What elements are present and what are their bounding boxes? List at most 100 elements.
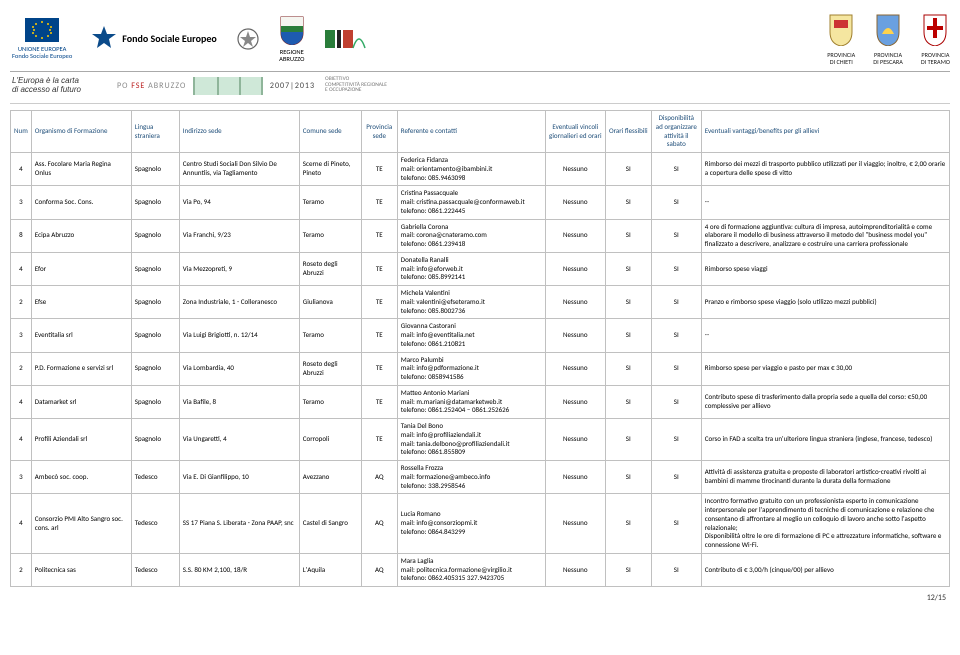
table-row: 2Politecnica sasTedescoS.S. 80 KM 2,100,… bbox=[11, 553, 950, 586]
cell-prov: TE bbox=[361, 286, 397, 319]
cell-flex: SI bbox=[605, 461, 651, 494]
cell-com: Roseto degli Abruzzi bbox=[299, 252, 361, 285]
cell-sab: SI bbox=[651, 186, 701, 219]
logo-pescara: PROVINCIA DI PESCARA bbox=[873, 12, 903, 65]
cell-prov: TE bbox=[361, 186, 397, 219]
cell-addr: Centro Studi Sociali Don Silvio De Annun… bbox=[179, 153, 299, 186]
col-lang: Lingua straniera bbox=[131, 111, 179, 153]
cell-ref: Tania Del Bono mail: info@profiliazienda… bbox=[397, 419, 545, 461]
cell-sab: SI bbox=[651, 461, 701, 494]
cell-vin: Nessuno bbox=[545, 419, 605, 461]
col-sab: Disponibilità ad organizzare attività il… bbox=[651, 111, 701, 153]
cell-ben: Corso in FAD a scelta tra un'ulteriore l… bbox=[701, 419, 949, 461]
cell-num: 8 bbox=[11, 219, 32, 252]
cell-flex: SI bbox=[605, 286, 651, 319]
cell-ref: Lucia Romano mail: info@consorziopmi.it … bbox=[397, 494, 545, 554]
cell-addr: Via Lombardia, 40 bbox=[179, 352, 299, 385]
cell-ref: Gabriella Corona mail: corona@cnateramo.… bbox=[397, 219, 545, 252]
cell-prov: TE bbox=[361, 319, 397, 352]
logo-teramo: PROVINCIA DI TERAMO bbox=[921, 12, 950, 65]
table-row: 2EfseSpagnoloZona Industriale, 1 - Colle… bbox=[11, 286, 950, 319]
cell-ben: 4 ore di formazione aggiuntiva: cultura … bbox=[701, 219, 949, 252]
cell-flex: SI bbox=[605, 385, 651, 418]
cell-vin: Nessuno bbox=[545, 319, 605, 352]
cell-ben: -- bbox=[701, 319, 949, 352]
cell-addr: Via Po, 94 bbox=[179, 186, 299, 219]
header-logos: UNIONE EUROPEA Fondo Sociale Europeo Fon… bbox=[10, 6, 950, 72]
cell-ref: Federica Fidanza mail: orientamento@ibam… bbox=[397, 153, 545, 186]
cell-sab: SI bbox=[651, 385, 701, 418]
cell-ben: Contributo spese di trasferimento dalla … bbox=[701, 385, 949, 418]
cell-flex: SI bbox=[605, 186, 651, 219]
cell-ref: Rossella Frozza mail: formazione@ambeco.… bbox=[397, 461, 545, 494]
page-number: 12/15 bbox=[10, 587, 950, 603]
sub-header: L'Europa è la carta di accesso al futuro… bbox=[10, 72, 950, 104]
cell-org: Ass. Focolare Maria Regina Onlus bbox=[31, 153, 131, 186]
cell-prov: AQ bbox=[361, 553, 397, 586]
cell-com: Scerne di Pineto, Pineto bbox=[299, 153, 361, 186]
cell-sab: SI bbox=[651, 419, 701, 461]
cell-addr: Zona Industriale, 1 - Colleranesco bbox=[179, 286, 299, 319]
cell-sab: SI bbox=[651, 319, 701, 352]
col-ref: Referente e contatti bbox=[397, 111, 545, 153]
table-row: 2P.D. Formazione e servizi srlSpagnoloVi… bbox=[11, 352, 950, 385]
cell-ben: -- bbox=[701, 186, 949, 219]
cell-prov: TE bbox=[361, 219, 397, 252]
cell-prov: TE bbox=[361, 352, 397, 385]
cell-num: 4 bbox=[11, 252, 32, 285]
cell-num: 2 bbox=[11, 286, 32, 319]
table-row: 8Ecipa AbruzzoSpagnoloVia Franchi, 9/23T… bbox=[11, 219, 950, 252]
cell-lang: Spagnolo bbox=[131, 419, 179, 461]
cell-addr: Via E. Di Gianfilippo, 10 bbox=[179, 461, 299, 494]
col-flex: Orari flessibili bbox=[605, 111, 651, 153]
cell-ben: Rimborso spese viaggi bbox=[701, 252, 949, 285]
col-vin: Eventuali vincoli giornalieri ed orari bbox=[545, 111, 605, 153]
pescara-crest-icon bbox=[874, 12, 902, 46]
cell-org: Efse bbox=[31, 286, 131, 319]
cell-flex: SI bbox=[605, 419, 651, 461]
cell-ref: Donatella Ranalli mail: info@eforweb.it … bbox=[397, 252, 545, 285]
col-com: Comune sede bbox=[299, 111, 361, 153]
cell-lang: Spagnolo bbox=[131, 385, 179, 418]
cell-vin: Nessuno bbox=[545, 461, 605, 494]
cell-sab: SI bbox=[651, 494, 701, 554]
cell-lang: Spagnolo bbox=[131, 319, 179, 352]
cell-org: Ecipa Abruzzo bbox=[31, 219, 131, 252]
cell-vin: Nessuno bbox=[545, 286, 605, 319]
cell-vin: Nessuno bbox=[545, 252, 605, 285]
cell-ref: Marco Palumbi mail: info@pdformazione.it… bbox=[397, 352, 545, 385]
cell-vin: Nessuno bbox=[545, 153, 605, 186]
cell-vin: Nessuno bbox=[545, 385, 605, 418]
cell-flex: SI bbox=[605, 494, 651, 554]
cell-prov: AQ bbox=[361, 461, 397, 494]
cell-num: 3 bbox=[11, 319, 32, 352]
cell-lang: Tedesco bbox=[131, 494, 179, 554]
cell-addr: Via Bafile, 8 bbox=[179, 385, 299, 418]
cell-lang: Tedesco bbox=[131, 461, 179, 494]
cell-num: 2 bbox=[11, 553, 32, 586]
cell-sab: SI bbox=[651, 252, 701, 285]
col-addr: Indirizzo sede bbox=[179, 111, 299, 153]
eu-label: UNIONE EUROPEA Fondo Sociale Europeo bbox=[12, 46, 72, 60]
cell-ref: Michela Valentini mail: valentini@efsete… bbox=[397, 286, 545, 319]
cell-com: Teramo bbox=[299, 219, 361, 252]
abruzzo-label: REGIONE ABRUZZO bbox=[279, 49, 304, 63]
cell-vin: Nessuno bbox=[545, 186, 605, 219]
cell-prov: AQ bbox=[361, 494, 397, 554]
cell-org: P.D. Formazione e servizi srl bbox=[31, 352, 131, 385]
logo-abruzzo: REGIONE ABRUZZO bbox=[279, 15, 305, 63]
logo-republic bbox=[235, 26, 261, 52]
table-row: 4Consorzio PMI Alto Sangro soc. cons. ar… bbox=[11, 494, 950, 554]
formation-table: Num Organismo di Formazione Lingua stran… bbox=[10, 110, 950, 587]
cell-sab: SI bbox=[651, 153, 701, 186]
motto: L'Europa è la carta di accesso al futuro bbox=[12, 77, 81, 95]
teramo-crest-icon bbox=[921, 12, 949, 46]
cell-addr: SS 17 Piana S. Liberata - Zona PAAP, snc bbox=[179, 494, 299, 554]
cell-flex: SI bbox=[605, 553, 651, 586]
cell-lang: Spagnolo bbox=[131, 219, 179, 252]
cell-com: Castel di Sangro bbox=[299, 494, 361, 554]
cell-sab: SI bbox=[651, 352, 701, 385]
cell-num: 4 bbox=[11, 419, 32, 461]
cell-addr: S.S. 80 KM 2,100, 18/R bbox=[179, 553, 299, 586]
cell-addr: Via Ungaretti, 4 bbox=[179, 419, 299, 461]
